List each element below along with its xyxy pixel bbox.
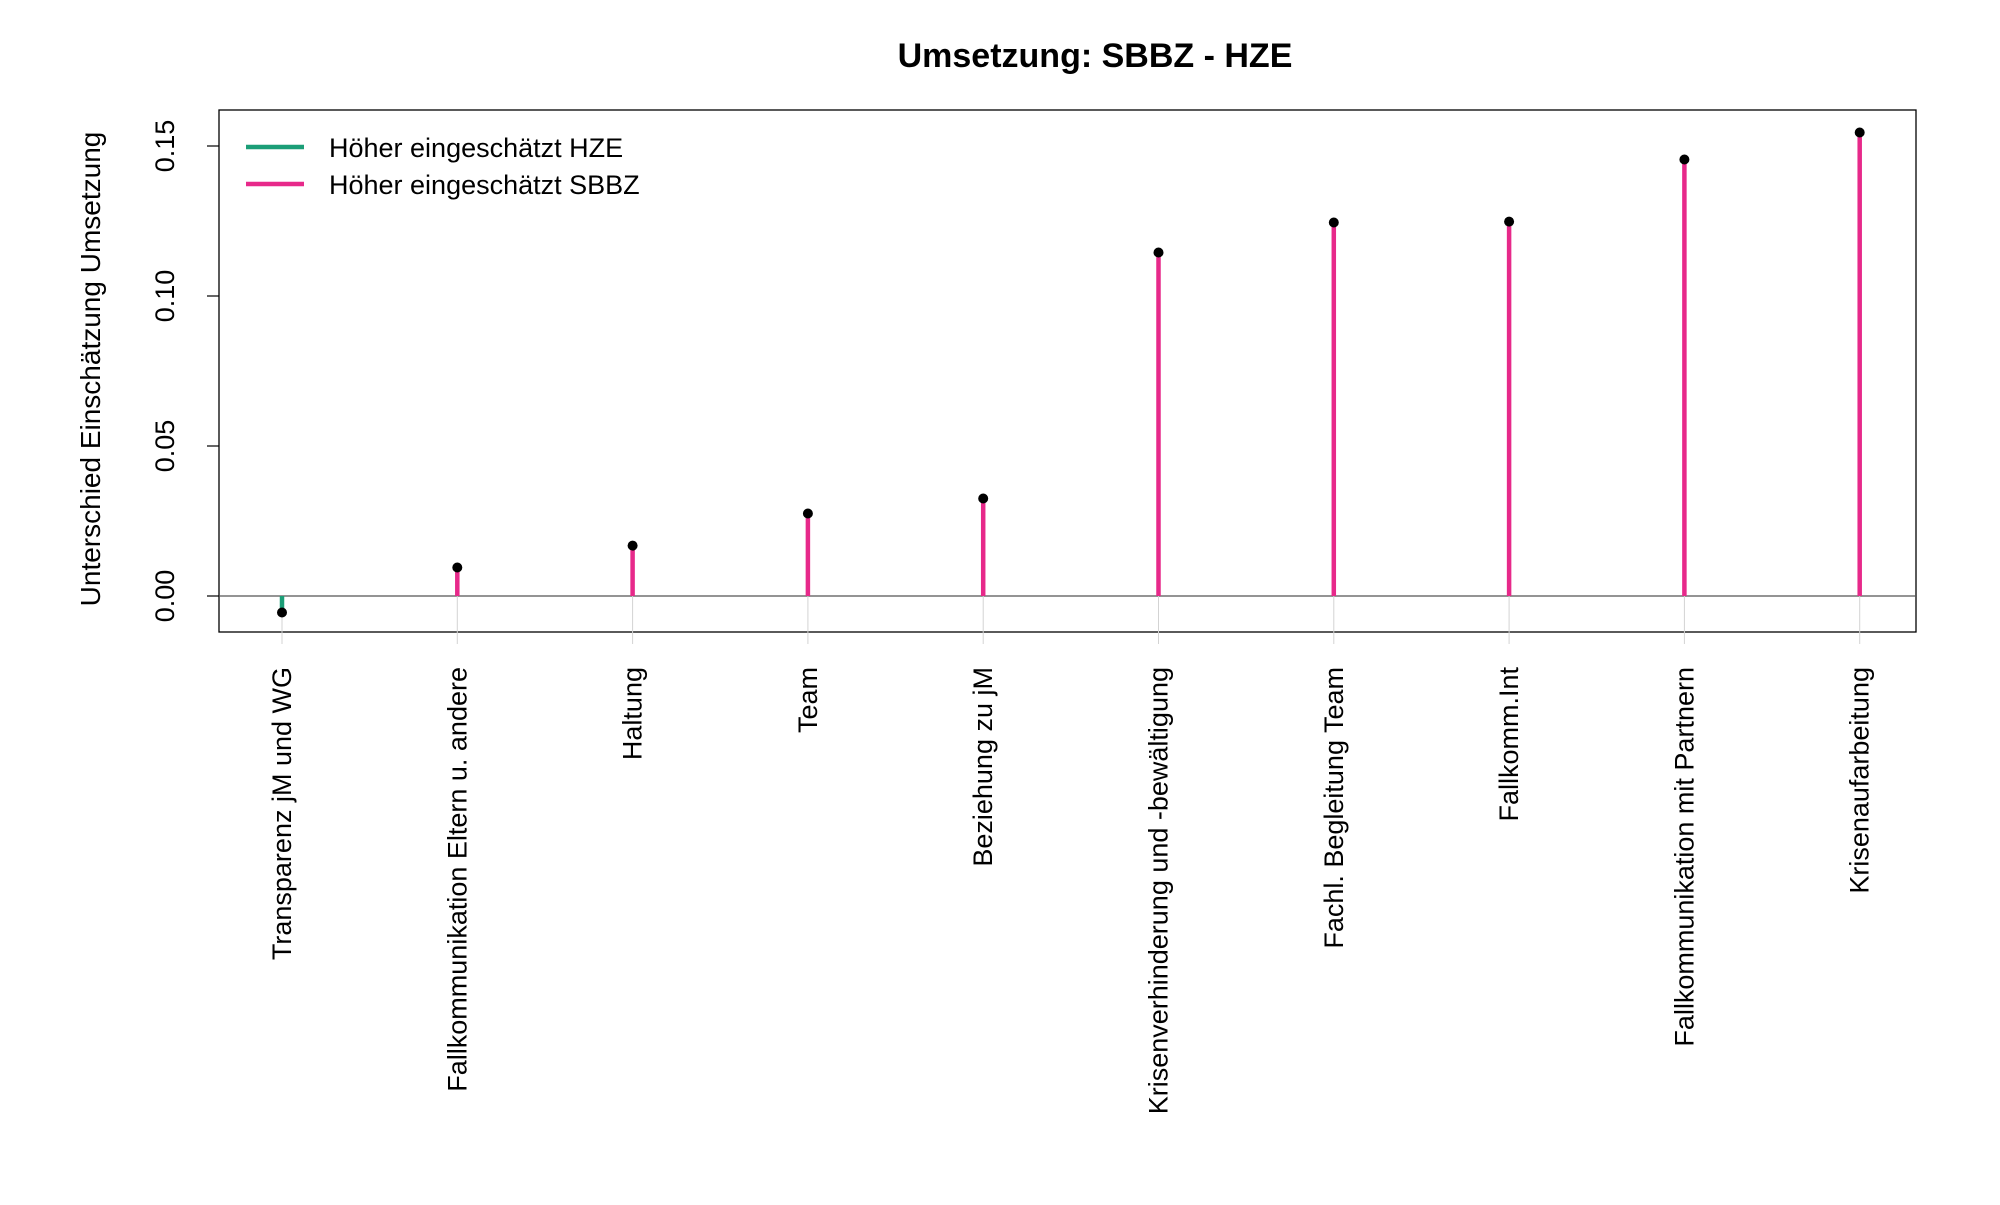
x-category-label: Beziehung zu jM [968, 667, 998, 867]
x-category-label: Team [793, 667, 823, 733]
x-category-label: Krisenaufarbeitung [1845, 667, 1875, 894]
y-axis-label: Unterschied Einschätzung Umsetzung [75, 132, 106, 607]
lollipop-point [1328, 217, 1339, 228]
legend: Höher eingeschätzt HZE Höher eingeschätz… [246, 133, 640, 200]
lollipop-point [277, 607, 287, 618]
plot-frame [218, 109, 1917, 633]
lollipop-point [802, 508, 813, 519]
x-category-label: Transparenz jM und WG [267, 667, 297, 960]
x-category-label: Krisenverhinderung und -bewältigung [1144, 667, 1174, 1114]
plot-area: 0.00 0.05 0.10 0.15 Transparenz jM und WG Fal… [150, 109, 1917, 1114]
lollipop-point [1153, 247, 1164, 258]
x-category-label: Fachl. Begleitung Team [1319, 667, 1349, 949]
y-tick-label: 0.05 [150, 420, 180, 473]
y-tick-label: 0.10 [150, 270, 180, 323]
lollipop-point [1679, 154, 1690, 165]
x-category-label: Haltung [618, 667, 648, 760]
y-tick-label: 0.00 [150, 570, 180, 623]
chart-title: Umsetzung: SBBZ - HZE [898, 37, 1293, 75]
x-category-label: Fallkommunikation Eltern u. andere [442, 667, 472, 1092]
y-tick-label: 0.15 [150, 120, 180, 173]
lollipop-point [978, 493, 989, 504]
x-category-label: Fallkomm.Int [1494, 667, 1524, 822]
lollipop-point [1504, 216, 1515, 227]
legend-label-sbbz: Höher eingeschätzt SBBZ [329, 170, 640, 200]
x-category-label: Fallkommunikation mit Partnern [1669, 667, 1699, 1047]
lollipop-point [452, 562, 463, 573]
lollipop-point [627, 540, 638, 551]
lollipop-point [1854, 127, 1865, 138]
legend-label-hze: Höher eingeschätzt HZE [329, 133, 623, 163]
